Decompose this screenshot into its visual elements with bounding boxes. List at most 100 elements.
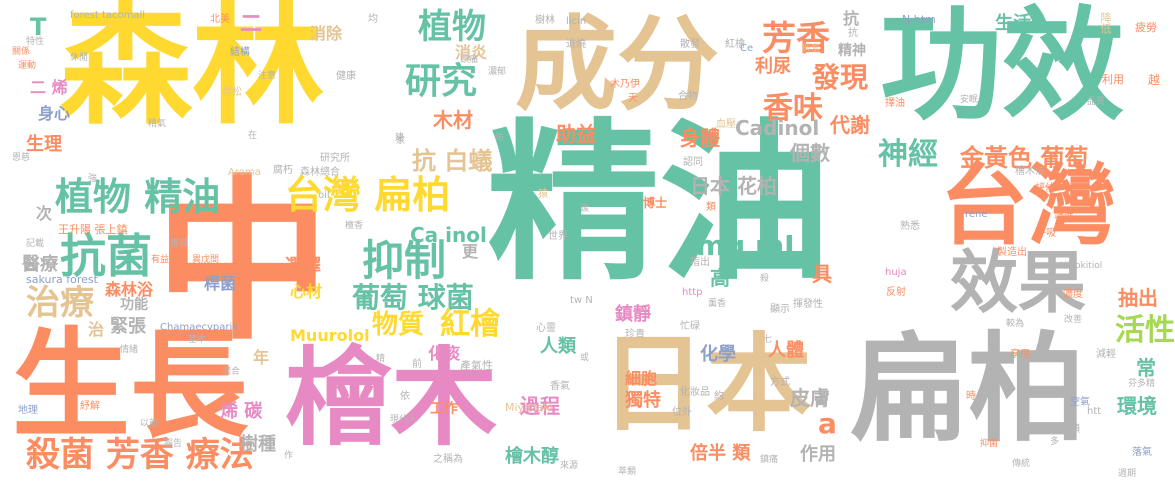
word-xiaochu: 消除 <box>310 24 343 43</box>
word-xuefen: 血壓 <box>716 119 736 130</box>
word-jun: 均 <box>368 14 378 25</box>
word-xibao: 細胞 <box>625 369 658 388</box>
word-shulin: 樹林 <box>535 15 555 26</box>
word-shijie: 世界 <box>548 231 568 242</box>
word-guanxi: 關係 <box>12 47 31 57</box>
word-yanjiu: 研究 <box>405 61 478 102</box>
word-shengli: 生理 <box>26 134 62 155</box>
word-fenduojing: 芬多精 <box>1128 379 1156 389</box>
word-qiyi: 改善 <box>1064 315 1083 325</box>
word-zhaxuanxing: 揮發性 <box>793 299 823 310</box>
word-wuzhi: 物質 <box>372 310 425 340</box>
word-xunxiang: 薰香 <box>708 299 727 309</box>
word-xiangwei: 香味 <box>763 91 823 126</box>
word-senlinyu: 森林浴 <box>105 280 154 299</box>
word-xiandai: 現代人 <box>390 415 418 425</box>
word-huimu-chun: 檜木醇 <box>505 446 559 467</box>
word-yundong: 運動 <box>18 61 37 71</box>
word-jingjie: 精氣 <box>148 119 167 129</box>
word-zhenguo: 珍貴 <box>625 329 645 340</box>
word-xingfen: 興奮 <box>802 44 821 54</box>
word-kang: 抗 <box>843 9 860 28</box>
word-xiao: 抗 <box>848 28 858 39</box>
word-tianxiang: 檀香 <box>345 221 364 231</box>
word-jianqing: 減輕 <box>1096 349 1116 360</box>
word-renshi: 認同 <box>683 157 703 168</box>
word-shenxin: 身心 <box>38 104 71 123</box>
word-xiaoyan: 消炎 <box>455 43 488 62</box>
word-weiwai: 位外 <box>672 407 692 418</box>
word-xiangyong: 享用 <box>1010 349 1030 360</box>
word-daixie: 代謝 <box>830 113 870 137</box>
word-shenti: 身體 <box>680 126 720 150</box>
word-sanguang: 頭痛 <box>460 55 479 65</box>
word-guocheng: 過程 <box>520 394 560 418</box>
word-zhi: 治 <box>88 320 105 339</box>
word-aroma: Aroma <box>228 167 261 178</box>
word-jiegou: 結構 <box>230 47 250 58</box>
word-yizhi: 抑制 <box>362 236 447 285</box>
word-pilao: 疲勞 <box>1135 21 1157 34</box>
word-cadinol: Cadinol <box>735 116 820 140</box>
word-yanjiusuo: 研究所 <box>320 153 350 164</box>
word-muchai: 木材 <box>433 108 473 132</box>
word-hinokitiol: Hinokitiol <box>1060 261 1103 271</box>
word-lianiao: 利尿 <box>755 56 791 77</box>
word-faxian: 發現 <box>812 61 869 94</box>
word-miyazaki: Miyazaki <box>505 401 553 414</box>
word-zhiwu-jingyou: 植物 精油 <box>55 175 221 219</box>
word-shehe: 適合 <box>222 367 241 377</box>
word-pifu: 皮膚 <box>790 386 830 410</box>
word-zhong: 中 <box>155 161 330 364</box>
word-kang-baiyi: 抗 白蟻 <box>412 147 493 175</box>
word-lei: 類 <box>706 202 716 213</box>
word-chamaecyparis: Chamaecyparis <box>160 322 238 333</box>
word-jing: 精 <box>376 354 386 364</box>
word-jingfu: 濃郁 <box>488 67 507 77</box>
word-liyong: 利用 <box>1102 73 1124 86</box>
word-http: http <box>682 287 703 298</box>
word-gengshu: 個數 <box>790 141 830 165</box>
word-kangjun: 抗菌 <box>60 229 152 283</box>
word-rene: rene <box>965 209 988 220</box>
word-pinggu: 評估 <box>1035 183 1055 194</box>
word-sha: 殺 <box>760 274 770 284</box>
word-chengfen: 成分 <box>515 6 719 125</box>
word-ci: 次 <box>36 204 53 223</box>
word-licin: licin <box>566 16 587 27</box>
word-forest-tacomall: forest tacomall <box>70 10 146 21</box>
word-tian: 天 <box>628 93 638 104</box>
word-er-xi: 二 烯 <box>30 78 68 97</box>
word-huyi: 恩慈 <box>12 153 31 163</box>
word-riben: 日本 <box>600 323 812 446</box>
word-huaxue: 化學 <box>700 344 736 365</box>
word-you: 佑 <box>495 133 505 143</box>
word-jixie: 記載 <box>26 239 45 249</box>
word-er: 二 <box>240 12 263 37</box>
word-ji: 鎮痛 <box>760 455 779 465</box>
word-texing: 特性 <box>26 37 45 47</box>
word-jingyou: 精油 <box>487 103 831 304</box>
word-yue2: 約 <box>714 391 724 402</box>
word-htt: htt <box>1087 406 1102 417</box>
word-jiankang: 健康 <box>336 71 356 82</box>
word-jiangdi: 降低 <box>1099 12 1112 34</box>
word-jiben: 基本 <box>188 335 207 345</box>
word-xinling: 心靈 <box>536 323 556 334</box>
word-cainol: Ca inol <box>410 223 487 247</box>
word-zhonglei: 種類 <box>1060 424 1080 435</box>
word-kongqi: 空氣 <box>1070 397 1090 408</box>
word-chouchu: 抽出 <box>1118 286 1158 310</box>
word-zhenjing: 鎮靜 <box>615 304 651 325</box>
word-putao-qiujun: 葡萄 球菌 <box>352 281 474 314</box>
word-huja: huja <box>885 267 907 278</box>
word-chang: 常 <box>1136 356 1156 380</box>
word-sanfa: 散發 <box>680 39 700 50</box>
word-fangxiang: 芳香 <box>762 19 830 59</box>
word-qingxu: 情緒 <box>120 345 139 355</box>
word-zhe: 作 <box>284 451 294 461</box>
word-shi: 時 <box>966 391 976 402</box>
word-xincai: 心材 <box>290 282 323 301</box>
word-wang: 忙碌 <box>680 321 700 332</box>
